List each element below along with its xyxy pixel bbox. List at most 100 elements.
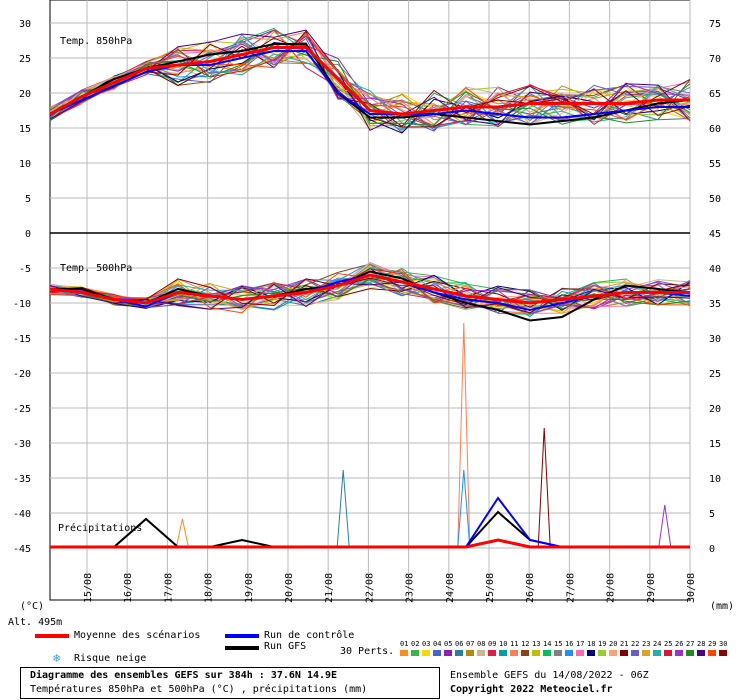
main-series [49,43,691,549]
right-tick-label: 45 [709,229,721,240]
pert-swatch [543,650,551,656]
left-tick-label: -25 [13,404,31,415]
panel-label-t850: Temp. 850hPa [60,36,132,47]
right-tick-label: 30 [709,334,721,345]
title-box [20,667,440,699]
pert-number: 19 [598,640,607,648]
x-tick-label: 30/08 [686,573,697,603]
series-line-t850 [49,50,690,119]
right-tick-label: 35 [709,299,721,310]
perts-label: 30 Perts. [340,646,395,657]
legend-mean-line [35,634,69,638]
pert-number: 05 [444,640,453,648]
copyright: Copyright 2022 Meteociel.fr [450,684,613,695]
x-tick-label: 18/08 [204,573,215,603]
pert-number: 01 [400,640,409,648]
precip-peak [457,322,471,548]
pert-number: 02 [411,640,420,648]
right-tick-label: 40 [709,264,721,275]
pert-swatch [455,650,463,656]
pert-swatch [433,650,441,656]
pert-swatch [587,650,595,656]
run-info: Ensemble GEFS du 14/08/2022 - 06Z [450,670,649,681]
left-tick-label: 20 [19,89,31,100]
left-tick-label: -20 [13,369,31,380]
member-line [49,29,691,132]
pert-number: 18 [587,640,596,648]
pert-number: 23 [642,640,651,648]
right-axis-unit: (mm) [710,601,734,612]
pert-number: 29 [708,640,717,648]
pert-number: 08 [477,640,486,648]
precip-peak [537,427,551,548]
right-tick-label: 75 [709,19,721,30]
pert-swatch [664,650,672,656]
chart-title: Diagramme des ensembles GEFS sur 384h : … [30,670,338,681]
legend-snow-label: Risque neige [74,653,147,664]
chart-subtitle: Températures 850hPa et 500hPa (°C) , pré… [30,684,368,695]
member-line [49,268,691,305]
x-tick-label: 16/08 [123,573,134,603]
pert-swatch [477,650,485,656]
pert-swatch [576,650,584,656]
pert-number: 16 [565,640,574,648]
precip-peak [336,469,350,548]
pert-number: 17 [576,640,585,648]
legend-mean-label: Moyenne des scénarios [74,630,201,641]
left-tick-label: -40 [13,509,31,520]
pert-swatch [499,650,507,656]
left-tick-label: 0 [25,229,31,240]
member-line [49,46,691,121]
legend-control-label: Run de contrôle [264,630,355,641]
right-tick-label: 50 [709,194,721,205]
pert-swatch [565,650,573,656]
x-tick-label: 29/08 [646,573,657,603]
right-tick-label: 25 [709,369,721,380]
pert-number: 21 [620,640,629,648]
member-line [49,40,691,120]
pert-number: 22 [631,640,640,648]
pert-swatch [466,650,474,656]
left-tick-label: -10 [13,299,31,310]
panel-label-precip: Précipitations [58,522,142,534]
pert-number: 07 [466,640,475,648]
legend-gfs-line [225,646,259,650]
right-tick-label: 20 [709,404,721,415]
pert-number: 14 [543,640,552,648]
x-tick-label: 19/08 [244,573,255,603]
x-tick-label: 23/08 [405,573,416,603]
pert-swatch [686,650,694,656]
altitude-label: Alt. 495m [8,617,63,628]
pert-number: 04 [433,640,442,648]
right-tick-label: 70 [709,54,721,65]
x-tick-label: 24/08 [445,573,456,603]
pert-swatch [719,650,727,656]
pert-swatch [697,650,705,656]
pert-number: 30 [719,640,728,648]
right-tick-label: 10 [709,474,721,485]
x-tick-label: 27/08 [565,573,576,603]
pert-swatch [444,650,452,656]
left-tick-label: -5 [19,264,31,275]
right-tick-label: 0 [709,544,715,555]
right-tick-label: 55 [709,159,721,170]
left-tick-label: -45 [13,544,31,555]
pert-swatch [708,650,716,656]
pert-number: 03 [422,640,431,648]
pert-number: 13 [532,640,541,648]
x-tick-label: 28/08 [606,573,617,603]
pert-swatch [653,650,661,656]
left-tick-label: -15 [13,334,31,345]
right-tick-label: 65 [709,89,721,100]
pert-swatch [675,650,683,656]
pert-number: 06 [455,640,464,648]
pert-swatch [510,650,518,656]
x-tick-label: 21/08 [324,573,335,603]
left-tick-label: 30 [19,19,31,30]
x-tick-label: 20/08 [284,573,295,603]
pert-number: 27 [686,640,695,648]
legend-control-line [225,634,259,638]
precip-peak [457,469,471,548]
snowflake-icon: ❄ [53,651,61,665]
series-line-precip [50,538,690,549]
